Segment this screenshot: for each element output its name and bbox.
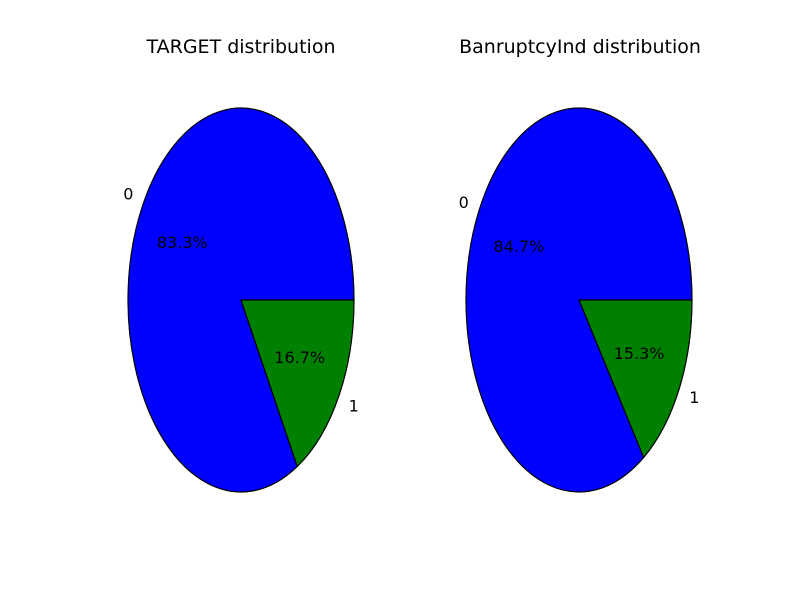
slice-category-label-target-1: 1 [349,396,359,415]
pie-labels-target: 0 83.3% 1 16.7% [123,185,359,416]
pie-chart-target: TARGET distribution 0 83.3% 1 16.7% [123,36,359,493]
slice-category-label-banruptcyind-0: 0 [459,193,469,212]
slice-percent-label-banruptcyind-0: 84.7% [493,237,544,256]
pie-slice-target-1 [240,299,355,468]
pie-slice-banruptcyind-1 [578,299,693,459]
slice-percent-label-banruptcyind-1: 15.3% [614,344,665,363]
slice-percent-label-target-0: 83.3% [157,233,208,252]
chart-title-banruptcyind: BanruptcyInd distribution [459,36,701,58]
chart-title-target: TARGET distribution [146,36,336,58]
pie-slices-banruptcyind [465,107,693,493]
pie-slices-target [127,107,355,493]
pie-labels-banruptcyind: 0 84.7% 1 15.3% [459,193,700,407]
slice-percent-label-target-1: 16.7% [274,348,325,367]
slice-category-label-target-0: 0 [123,185,133,204]
slice-category-label-banruptcyind-1: 1 [689,388,699,407]
pie-chart-banruptcyind: BanruptcyInd distribution 0 84.7% 1 15.3% [459,36,701,493]
